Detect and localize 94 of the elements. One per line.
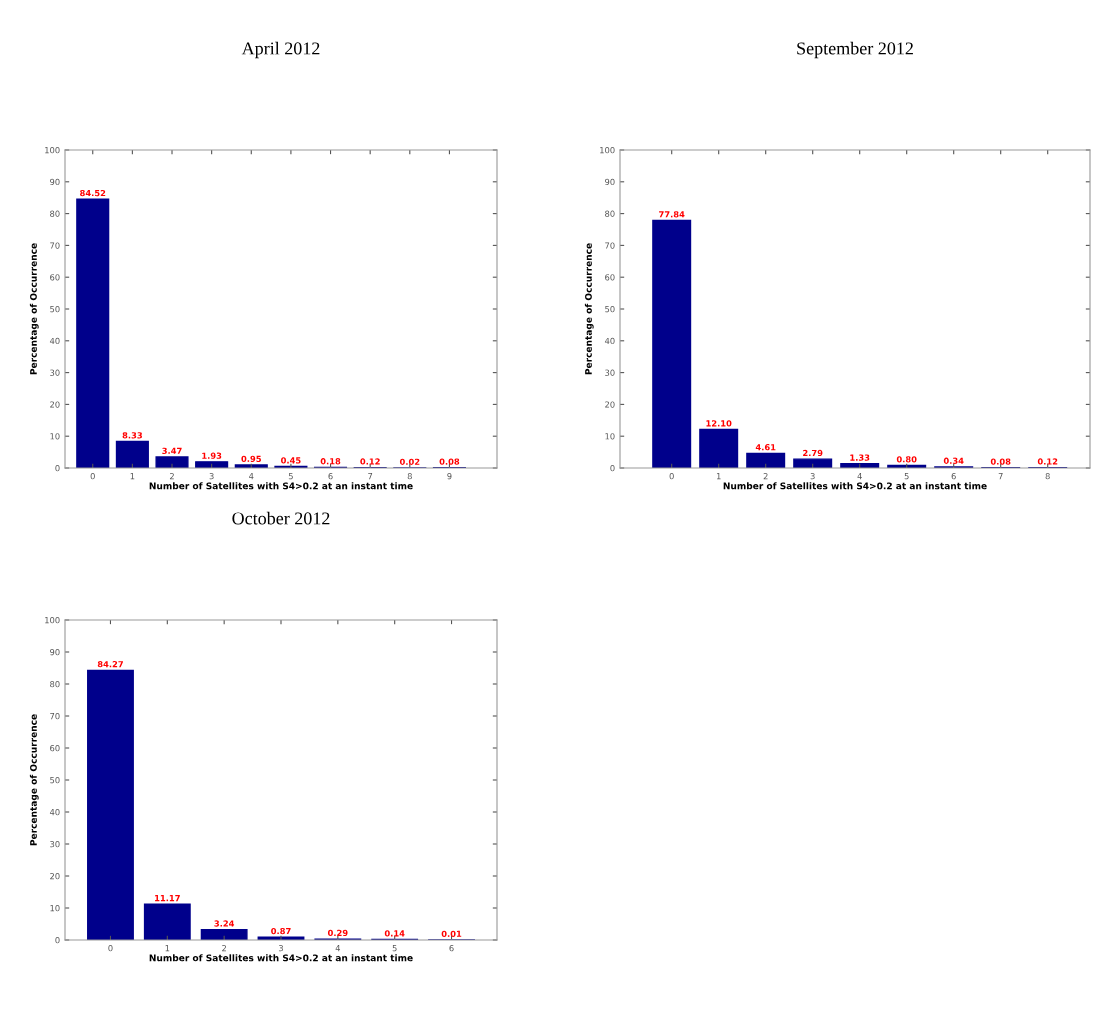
y-tick-label: 0 (55, 936, 60, 944)
data-label: 0.18 (320, 458, 341, 465)
x-tick-label: 5 (904, 473, 909, 480)
x-tick-label: 8 (407, 473, 412, 480)
y-tick-label: 30 (605, 369, 615, 376)
y-tick-label: 90 (50, 648, 60, 656)
x-axis-title: Number of Satellites with S4>0.2 at an instant time (149, 954, 413, 962)
x-tick-label: 6 (328, 473, 333, 480)
x-tick-label: 0 (90, 473, 95, 480)
x-tick-label: 5 (288, 473, 293, 480)
x-tick-label: 5 (392, 945, 397, 952)
x-tick-label: 2 (763, 473, 768, 480)
x-tick-label: 3 (209, 473, 214, 480)
x-tick-label: 2 (169, 473, 174, 480)
x-tick-label: 4 (857, 473, 862, 480)
data-label: 0.34 (943, 457, 964, 464)
x-tick-label: 9 (447, 473, 452, 480)
chart-title: October 2012 (232, 511, 330, 525)
data-label: 0.29 (327, 929, 348, 937)
y-tick-label: 90 (50, 178, 60, 186)
data-label: 1.93 (202, 452, 222, 459)
x-tick-label: 7 (998, 473, 1003, 480)
data-label: 0.08 (990, 458, 1011, 465)
x-tick-label: 6 (449, 945, 454, 952)
y-tick-label: 20 (605, 401, 615, 408)
data-label: 3.24 (214, 920, 235, 927)
data-label: 0.45 (281, 457, 301, 464)
y-tick-label: 40 (49, 808, 60, 816)
data-label: 77.84 (659, 211, 685, 218)
chart-title: April 2012 (241, 41, 320, 59)
x-tick-label: 8 (1045, 473, 1050, 480)
y-axis-title: Percentage of Occurrence (29, 243, 39, 375)
chart-title: September 2012 (797, 41, 913, 59)
data-label: 0.14 (384, 930, 405, 937)
y-tick-label: 60 (50, 744, 60, 752)
data-label: 0.02 (399, 458, 420, 465)
y-tick-label: 50 (605, 305, 615, 313)
data-label: 3.47 (162, 447, 182, 454)
y-tick-label: 10 (50, 433, 60, 440)
y-tick-label: 30 (50, 369, 60, 376)
data-label: 84.27 (97, 661, 123, 668)
data-label: 0.08 (439, 458, 460, 465)
y-tick-label: 100 (600, 146, 615, 154)
data-label: 1.33 (850, 454, 870, 461)
x-axis-title: Number of Satellites with S4>0.2 at an instant time (723, 482, 987, 490)
y-tick-label: 80 (605, 210, 615, 217)
x-tick-label: 4 (335, 945, 341, 952)
y-tick-label: 50 (50, 776, 60, 784)
x-tick-label: 2 (222, 945, 226, 952)
y-tick-label: 0 (55, 464, 60, 472)
x-tick-label: 6 (951, 473, 956, 480)
data-label: 2.79 (803, 449, 823, 457)
x-axis-title: Number of Satellites with S4>0.2 at an instant time (149, 482, 413, 490)
data-label: 4.61 (755, 444, 776, 451)
y-tick-label: 0 (610, 464, 615, 472)
data-label: 11.17 (155, 895, 180, 902)
y-tick-label: 70 (50, 712, 60, 720)
data-label: 12.10 (706, 420, 732, 427)
x-tick-label: 4 (249, 473, 254, 480)
y-tick-label: 60 (605, 274, 615, 281)
y-tick-label: 20 (50, 401, 60, 408)
y-tick-label: 90 (605, 178, 615, 186)
x-tick-label: 1 (165, 945, 170, 952)
x-tick-label: 3 (810, 473, 815, 480)
y-tick-label: 80 (50, 680, 60, 688)
y-tick-label: 70 (50, 242, 60, 249)
data-label: 0.01 (441, 930, 462, 937)
y-tick-label: 20 (50, 872, 60, 880)
data-label: 0.12 (360, 458, 380, 465)
y-tick-label: 100 (45, 616, 60, 624)
x-tick-label: 0 (108, 945, 113, 952)
y-tick-label: 100 (45, 146, 60, 154)
y-tick-label: 50 (50, 305, 60, 313)
data-label: 0.87 (271, 927, 291, 935)
data-label: 84.52 (80, 189, 106, 197)
y-tick-label: 60 (50, 274, 60, 281)
y-tick-label: 10 (50, 904, 60, 912)
y-tick-label: 30 (50, 840, 60, 848)
y-tick-label: 40 (49, 337, 60, 345)
data-label: 0.95 (241, 455, 261, 462)
y-tick-label: 40 (604, 337, 615, 345)
data-label: 0.12 (1037, 458, 1058, 465)
y-axis-title: Percentage of Occurrence (29, 714, 39, 846)
y-tick-label: 70 (605, 242, 615, 249)
x-tick-label: 3 (278, 945, 283, 952)
data-label: 0.80 (896, 456, 917, 463)
y-tick-label: 80 (50, 210, 60, 217)
x-tick-label: 7 (368, 473, 373, 480)
data-label: 8.33 (122, 432, 142, 439)
y-axis-title: Percentage of Occurrence (584, 243, 594, 375)
x-tick-label: 0 (669, 473, 674, 480)
y-tick-label: 10 (605, 433, 615, 440)
x-tick-label: 1 (130, 473, 135, 480)
x-tick-label: 1 (716, 473, 721, 480)
